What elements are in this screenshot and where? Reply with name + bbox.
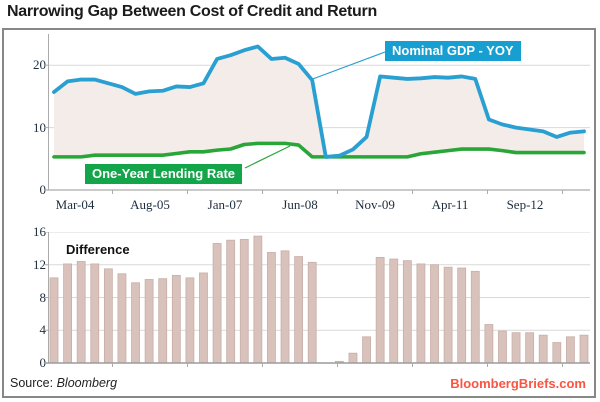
difference-bars — [44, 232, 590, 367]
nominal-gdp-label: Nominal GDP - YOY — [385, 41, 521, 61]
bar — [443, 266, 453, 364]
source-name: Bloomberg — [56, 376, 118, 390]
bar — [402, 260, 412, 364]
lending-rate-line — [52, 141, 586, 159]
source-text: Source: Bloomberg — [10, 376, 117, 390]
difference-label: Difference — [66, 242, 130, 257]
bar — [253, 235, 263, 364]
y-tick-label: 8 — [39, 289, 47, 305]
bar — [375, 256, 385, 364]
x-tick-label: Aug-05 — [130, 197, 170, 212]
x-tick-label: Nov-09 — [355, 197, 395, 212]
bar — [511, 332, 521, 364]
gdp-vs-rate-chart — [44, 34, 590, 194]
bar — [416, 263, 426, 364]
bar — [131, 282, 140, 364]
bar — [171, 274, 181, 364]
bar — [239, 238, 249, 364]
bar — [525, 332, 535, 364]
chart-frame: 0 10 20 Nominal GDP - YOY One-Year Lending… — [2, 28, 596, 398]
bar — [430, 264, 439, 364]
bar — [76, 261, 86, 364]
x-tick-label: Apr-11 — [431, 197, 469, 212]
bar — [498, 330, 507, 364]
bar — [389, 258, 399, 364]
top-y-axis-labels: 0 10 20 — [10, 34, 46, 197]
brand-link[interactable]: BloombergBriefs.com — [450, 376, 586, 391]
source-prefix: Source: — [10, 376, 54, 390]
date-axis-labels: Mar-04 Aug-05 Jan-07 Jun-08 Nov-09 Apr-11 Sep-… — [48, 197, 590, 213]
y-tick-label: 12 — [33, 256, 46, 272]
y-tick-label: 20 — [33, 57, 46, 73]
bar — [49, 277, 59, 364]
x-tick-label: Mar-04 — [55, 197, 95, 212]
bar — [185, 277, 195, 364]
bar — [294, 256, 304, 364]
y-tick-label: 0 — [39, 355, 47, 370]
bar — [158, 278, 168, 364]
bar — [267, 252, 276, 364]
bar — [362, 336, 371, 364]
gdp-callout-line — [309, 51, 386, 81]
x-tick-label: Sep-12 — [506, 197, 544, 212]
lending-rate-label: One-Year Lending Rate — [85, 164, 243, 184]
difference-chart-plot: Difference — [44, 232, 590, 368]
x-tick-label: Jun-08 — [282, 197, 318, 212]
bar — [226, 239, 236, 364]
bar — [566, 336, 575, 364]
bottom-y-axis-labels: 0 4 8 12 16 — [10, 224, 47, 370]
x-tick-label: Jan-07 — [207, 197, 243, 212]
gap-area-fill — [54, 46, 584, 157]
bar — [212, 243, 222, 364]
y-tick-label: 0 — [39, 182, 47, 197]
bar — [538, 334, 548, 364]
bar — [470, 270, 480, 364]
rate-callout-line — [244, 145, 291, 169]
gdp-line — [52, 44, 586, 159]
bar — [63, 263, 72, 364]
y-tick-label: 16 — [33, 224, 46, 239]
bar — [552, 342, 562, 364]
top-chart-plot: Nominal GDP - YOY One-Year Lending Rate — [44, 34, 590, 195]
bar — [117, 273, 127, 364]
bar — [103, 268, 113, 364]
bar — [144, 279, 154, 364]
y-tick-label: 10 — [33, 119, 46, 135]
bar — [307, 261, 317, 364]
bar — [484, 324, 494, 364]
bar — [90, 263, 100, 364]
bar — [280, 250, 290, 364]
footer: Source: Bloomberg BloombergBriefs.com — [4, 374, 594, 394]
bar — [348, 352, 358, 364]
bar — [457, 267, 467, 364]
bar — [579, 334, 589, 364]
y-tick-label: 4 — [39, 322, 47, 338]
page-title: Narrowing Gap Between Cost of Credit and… — [7, 3, 377, 20]
bar — [199, 272, 208, 364]
